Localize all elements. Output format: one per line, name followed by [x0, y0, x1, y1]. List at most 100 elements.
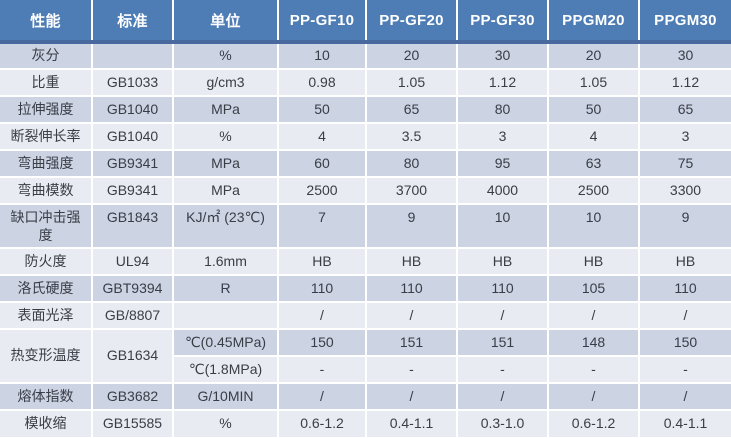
- table-cell: g/cm3: [172, 68, 279, 97]
- table-cell: HB: [365, 247, 458, 276]
- table-cell: 105: [547, 274, 640, 303]
- table-cell: 3700: [365, 176, 458, 205]
- property-cell: 缺口冲击强度: [0, 203, 93, 249]
- table-cell: 95: [456, 149, 549, 178]
- table-cell: GBT9394: [91, 274, 174, 303]
- table-row: 比重 GB1033 g/cm3 0.98 1.05 1.12 1.05 1.12: [0, 68, 731, 97]
- property-cell: 防火度: [0, 247, 93, 276]
- table-cell: MPa: [172, 176, 279, 205]
- table-cell: /: [456, 382, 549, 411]
- table-cell: 65: [365, 95, 458, 124]
- table-cell: 50: [277, 95, 367, 124]
- table-cell: 0.3-1.0: [456, 409, 549, 437]
- table-cell: 10: [277, 41, 367, 70]
- table-cell: 9: [365, 203, 458, 249]
- column-header-6: PPGM20: [547, 0, 640, 44]
- table-row: 灰分% 10 20 30 20 30: [0, 41, 731, 70]
- table-row: 断裂伸长率 GB1040% 4 3.5 3 4 3: [0, 122, 731, 151]
- property-cell: 灰分: [0, 41, 93, 70]
- table-cell: /: [277, 382, 367, 411]
- table-cell: MPa: [172, 95, 279, 124]
- table-row: 拉伸强度 GB1040 MPa 50 65 80 50 65: [0, 95, 731, 124]
- table-cell: [172, 301, 279, 330]
- table-cell: 20: [547, 41, 640, 70]
- property-cell: 弯曲强度: [0, 149, 93, 178]
- table-cell: HB: [547, 247, 640, 276]
- table-cell: 3: [638, 122, 731, 151]
- table-cell: KJ/㎡ (23℃): [172, 203, 279, 249]
- table-cell: 151: [365, 328, 458, 357]
- table-row: ℃(1.8MPa) - - - - -: [0, 355, 731, 384]
- table-cell: 30: [638, 41, 731, 70]
- table-cell: 20: [365, 41, 458, 70]
- table-cell: GB15585: [91, 409, 174, 437]
- table-row: 表面光泽 GB/8807// / / /: [0, 301, 731, 330]
- table-cell: %: [172, 41, 279, 70]
- table-row: 缺口冲击强度 GB1843 KJ/㎡ (23℃) 7 9 10 10 9: [0, 203, 731, 249]
- column-header-3: PP-GF10: [277, 0, 367, 44]
- table-cell: /: [456, 301, 549, 330]
- table-cell: 4: [547, 122, 640, 151]
- column-header-1: 标准: [91, 0, 174, 44]
- table-cell: 63: [547, 149, 640, 178]
- table-cell: HB: [456, 247, 549, 276]
- table-cell: 150: [638, 328, 731, 357]
- table-cell: 110: [365, 274, 458, 303]
- column-header-4: PP-GF20: [365, 0, 458, 44]
- table-cell: GB1843: [91, 203, 174, 249]
- table-cell: [91, 41, 174, 70]
- table-cell: 1.05: [365, 68, 458, 97]
- table-cell: 10: [456, 203, 549, 249]
- table-cell: 10: [547, 203, 640, 249]
- table-cell: -: [277, 355, 367, 384]
- table-cell: GB1040: [91, 122, 174, 151]
- table-cell: UL94: [91, 247, 174, 276]
- table-cell: R: [172, 274, 279, 303]
- table-cell: GB/8807: [91, 301, 174, 330]
- table-cell: /: [638, 382, 731, 411]
- table-cell: GB3682: [91, 382, 174, 411]
- table-cell: /: [638, 301, 731, 330]
- table-cell: 80: [365, 149, 458, 178]
- table-cell: -: [456, 355, 549, 384]
- property-cell: 熔体指数: [0, 382, 93, 411]
- table-cell: 150: [277, 328, 367, 357]
- property-cell: 拉伸强度: [0, 95, 93, 124]
- table-cell: HB: [638, 247, 731, 276]
- table-row: 防火度 UL94 1.6mm HB HB HB HB HB: [0, 247, 731, 276]
- table-cell: GB9341: [91, 149, 174, 178]
- header-row: 性能 标准 单位 PP-GF10 PP-GF20 PP-GF30 PPGM20 PPGM30: [0, 0, 731, 44]
- table-row: 热变形温度 GB1634 ℃(0.45MPa) 150 151 151 148 150: [0, 328, 731, 384]
- table-cell: 3300: [638, 176, 731, 205]
- property-cell: ℃(1.8MPa): [173, 355, 279, 384]
- table-cell: 75: [638, 149, 731, 178]
- column-header-7: PPGM30: [638, 0, 731, 44]
- table-row: 弯曲强度 GB9341 MPa 60 80 95 63 75: [0, 149, 731, 178]
- table-cell: G/10MIN: [172, 382, 279, 411]
- table-cell: -: [638, 355, 731, 384]
- table-row: 模收缩 GB15585% 0.6-1.2 0.4-1.1 0.3-1.0 0.6-1.2 0…: [0, 409, 731, 437]
- table-cell: 3: [456, 122, 549, 151]
- property-cell: 比重: [0, 68, 93, 97]
- table-cell: 3.5: [365, 122, 458, 151]
- table-cell: 50: [547, 95, 640, 124]
- table-cell: /: [547, 301, 640, 330]
- table-cell: -: [365, 355, 458, 384]
- table-cell: GB1634: [91, 328, 174, 384]
- table-cell: HB: [277, 247, 367, 276]
- table-cell: /: [547, 382, 640, 411]
- table-body: 灰分% 10 20 30 20 30 比重 GB1033 g/cm3 0.98 1.05 1.12 1.…: [0, 41, 731, 437]
- table-cell: 0.6-1.2: [547, 409, 640, 437]
- table-cell: 2500: [547, 176, 640, 205]
- table-cell: 30: [456, 41, 549, 70]
- table-cell: 80: [456, 95, 549, 124]
- property-cell: 断裂伸长率: [0, 122, 93, 151]
- table-cell: %: [172, 409, 279, 437]
- table-cell: 1.12: [638, 68, 731, 97]
- table-cell: 0.6-1.2: [277, 409, 367, 437]
- table-cell: GB1033: [91, 68, 174, 97]
- table-cell: GB1040: [91, 95, 174, 124]
- column-header-5: PP-GF30: [456, 0, 549, 44]
- table-cell: 151: [456, 328, 549, 357]
